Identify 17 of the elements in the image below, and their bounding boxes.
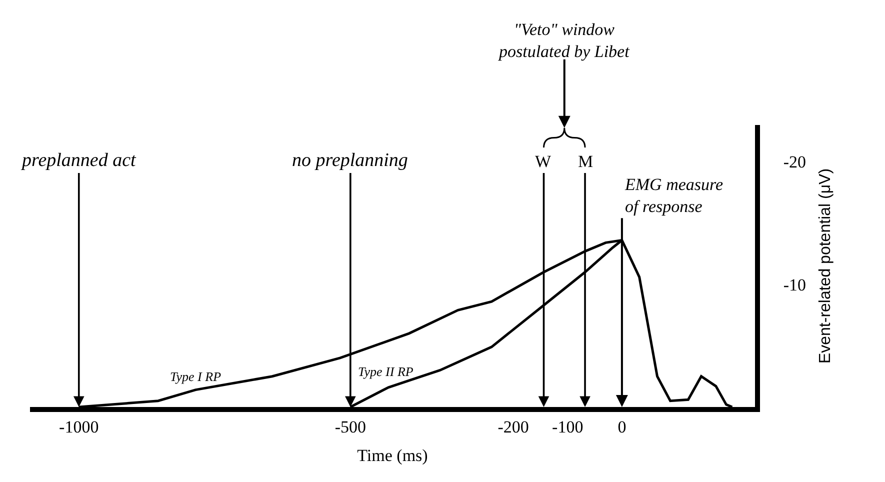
x-tick-label: -200 [498,417,529,436]
y-tick-label: -20 [783,152,806,172]
x-tick-label: -500 [334,417,366,436]
series-label: Type I RP [170,369,222,384]
x-tick-label: 0 [618,417,626,436]
x-axis-title: Time (ms) [357,446,428,465]
y-tick-label: -10 [783,275,806,294]
ref-line-label: M [578,152,594,171]
x-tick-label: -100 [552,417,584,436]
ref-line-label: EMG measure of response [624,175,724,216]
y-axis-title: Event-related potential (μV) [816,168,834,364]
x-tick-label: -1000 [59,417,99,436]
ref-line-label: preplanned act [20,150,137,171]
text: "Veto" window postulated by Libet [498,20,631,62]
ref-line-label: W [535,152,552,171]
ref-line-label: no preplanning [292,150,408,171]
series-label: Type II RP [358,364,414,379]
